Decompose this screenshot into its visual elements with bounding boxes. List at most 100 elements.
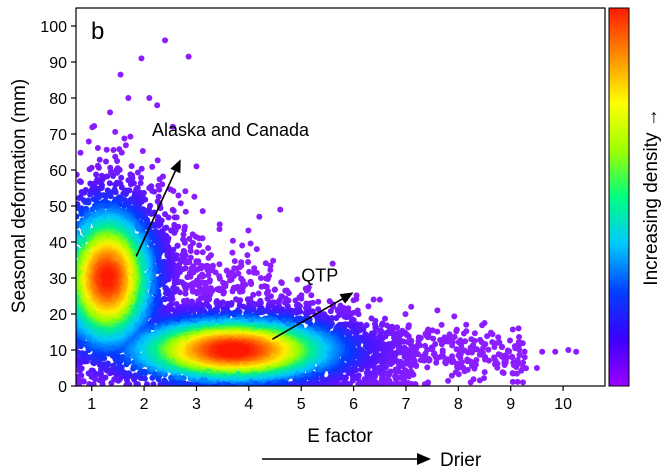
density-point — [223, 267, 230, 274]
density-point — [193, 258, 200, 265]
density-point — [303, 287, 310, 294]
density-point — [452, 369, 459, 376]
density-point — [445, 377, 452, 384]
density-point — [520, 364, 527, 371]
density-point — [425, 379, 431, 386]
density-point — [516, 334, 522, 340]
density-point — [476, 351, 483, 358]
density-point — [146, 185, 153, 191]
density-point — [191, 193, 198, 200]
density-point — [491, 344, 498, 350]
density-point — [112, 128, 119, 135]
density-point — [248, 281, 255, 287]
density-point — [477, 336, 484, 343]
density-point — [104, 360, 111, 367]
density-point — [251, 265, 258, 272]
density-point — [103, 158, 109, 165]
density-point — [141, 375, 148, 382]
density-point — [446, 331, 453, 338]
density-point — [161, 377, 168, 384]
density-point — [495, 334, 502, 341]
density-point — [231, 258, 238, 265]
density-point — [468, 336, 475, 343]
density-point — [114, 169, 121, 176]
density-point — [464, 356, 471, 363]
density-point — [453, 346, 460, 353]
density-point — [118, 149, 125, 156]
density-point — [460, 330, 467, 337]
density-point — [199, 208, 206, 215]
density-point — [187, 248, 194, 254]
density-point — [491, 354, 498, 361]
density-point — [194, 290, 201, 297]
density-point — [372, 324, 379, 331]
density-point — [162, 211, 168, 218]
density-point — [186, 235, 193, 242]
density-point — [453, 328, 460, 335]
density-point — [78, 179, 84, 185]
density-point — [253, 301, 260, 308]
density-point — [171, 221, 178, 228]
density-point — [138, 174, 145, 181]
density-point — [489, 339, 496, 346]
density-point — [137, 180, 144, 186]
density-point — [135, 225, 142, 232]
density-point — [93, 171, 100, 178]
density-point — [199, 249, 206, 256]
density-point — [509, 370, 516, 377]
density-point — [170, 284, 177, 291]
density-point — [175, 192, 182, 199]
density-point — [391, 334, 398, 341]
density-point — [438, 341, 445, 348]
density-point — [422, 342, 429, 349]
density-point — [429, 327, 436, 334]
density-point — [216, 226, 223, 233]
density-point — [171, 214, 178, 221]
density-point — [168, 227, 175, 234]
density-point — [509, 326, 516, 333]
density-point — [347, 310, 354, 317]
density-point — [155, 193, 162, 200]
density-point — [401, 353, 408, 360]
density-point — [521, 354, 528, 361]
density-point — [378, 322, 385, 328]
density-point — [504, 347, 511, 354]
density-point — [495, 351, 502, 358]
density-point — [488, 329, 494, 336]
density-point — [451, 333, 458, 340]
density-point — [293, 309, 300, 316]
density-point — [95, 164, 102, 171]
density-point — [292, 297, 299, 304]
density-point — [434, 328, 441, 335]
density-point — [515, 339, 522, 346]
density-point — [121, 135, 128, 142]
density-point — [182, 208, 189, 215]
density-point — [298, 295, 305, 302]
density-point — [142, 368, 148, 375]
density-point — [264, 276, 271, 282]
density-point — [417, 357, 424, 364]
density-point — [247, 240, 254, 247]
density-point — [476, 377, 483, 384]
density-point — [514, 378, 521, 385]
density-point — [196, 242, 203, 249]
density-point — [90, 367, 96, 374]
density-point — [439, 347, 446, 354]
density-point — [267, 267, 274, 273]
density-point — [245, 227, 252, 234]
density-point — [138, 165, 145, 172]
density-point — [126, 370, 132, 377]
density-point — [85, 138, 92, 145]
density-point — [193, 249, 200, 256]
density-point — [499, 369, 506, 376]
density-point — [156, 176, 163, 183]
density-point — [405, 324, 412, 331]
density-point — [156, 186, 163, 193]
density-point — [308, 292, 315, 299]
density-point — [315, 298, 322, 305]
density-point — [103, 146, 110, 153]
density-point — [343, 314, 350, 321]
density-point — [403, 331, 410, 338]
density-point — [78, 372, 85, 379]
density-point — [154, 198, 161, 205]
